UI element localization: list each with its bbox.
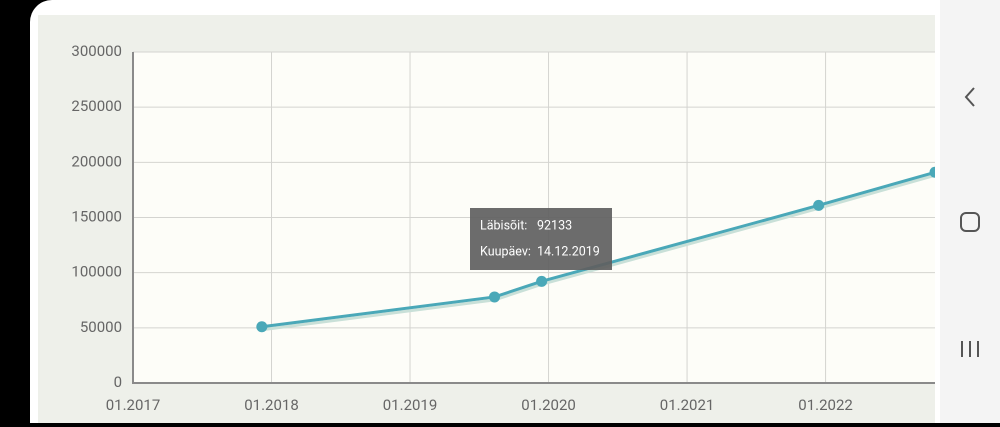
tooltip: Läbisõit: 92133 Kuupäev: 14.12.2019 <box>470 208 612 270</box>
navigation-bar <box>940 0 1000 423</box>
x-tick-label: 01.2022 <box>798 396 853 414</box>
data-point <box>489 291 501 303</box>
x-tick-label: 01.2019 <box>383 396 438 414</box>
y-tick-label: 0 <box>114 373 122 391</box>
back-button[interactable] <box>964 87 975 107</box>
y-tick-label: 150000 <box>71 207 122 225</box>
x-tick-label: 01.2020 <box>521 396 576 414</box>
data-point <box>813 199 825 211</box>
tooltip-value: 92133 <box>537 218 572 233</box>
y-tick-label: 200000 <box>71 152 122 170</box>
tooltip-value: 14.12.2019 <box>537 244 600 259</box>
tooltip-label: Läbisõit: <box>480 218 527 233</box>
data-point <box>929 166 935 178</box>
recents-button[interactable] <box>961 341 979 357</box>
data-point <box>536 275 548 287</box>
x-tick-label: 01.2017 <box>106 396 161 414</box>
chart: 0 50000 100000 150000 200000 250000 300000 01.2… <box>38 15 935 423</box>
y-tick-label: 250000 <box>71 97 122 115</box>
tooltip-label: Kuupäev: <box>480 244 531 259</box>
y-tick-label: 100000 <box>71 263 122 281</box>
data-point <box>256 321 268 333</box>
y-tick-label: 300000 <box>71 42 122 60</box>
home-button[interactable] <box>960 212 980 232</box>
x-tick-label: 01.2018 <box>244 396 299 414</box>
nav-icons <box>960 87 980 357</box>
y-tick-label: 50000 <box>80 318 122 336</box>
x-tick-label: 01.2021 <box>660 396 715 414</box>
tooltip-box <box>470 208 612 270</box>
plot <box>256 166 935 333</box>
